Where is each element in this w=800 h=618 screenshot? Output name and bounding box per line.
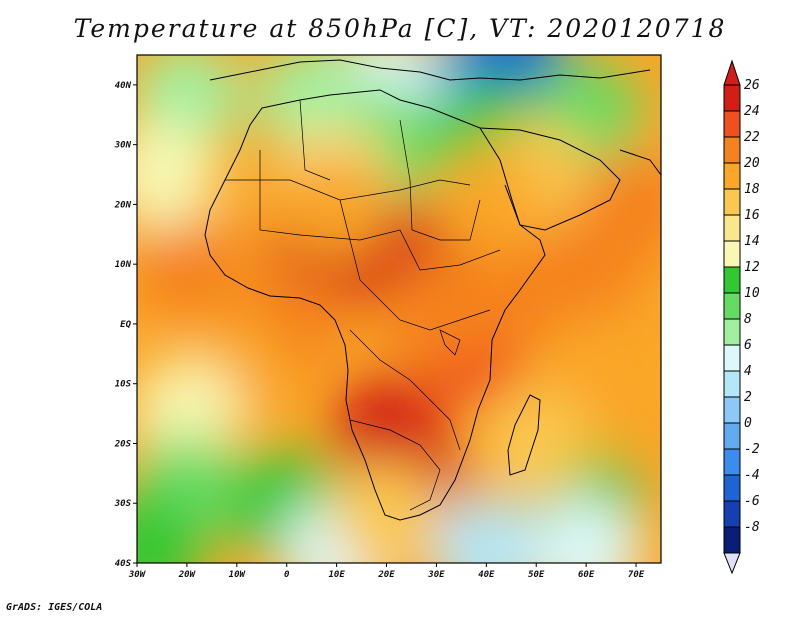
- arabia-coastline: [479, 127, 621, 231]
- colorbar-label: -4: [744, 468, 760, 483]
- temperature-zone: [581, 149, 661, 260]
- temperature-zone: [431, 149, 542, 260]
- colorbar-label: 22: [744, 130, 760, 145]
- temperature-zone: [481, 388, 592, 499]
- colorbar-label: 24: [744, 104, 760, 119]
- colorbar-label: 12: [744, 260, 760, 275]
- temperature-field: [137, 55, 661, 563]
- colorbar-swatch: [723, 136, 741, 164]
- temperature-zone: [556, 328, 661, 439]
- colorbar-swatch: [723, 500, 741, 528]
- colorbar-swatch: [723, 188, 741, 216]
- lon-tick-label: 40E: [478, 570, 495, 580]
- lon-tick-label: 30W: [128, 570, 147, 580]
- lon-tick-label: 10W: [229, 570, 247, 580]
- temperature-zone: [137, 209, 242, 320]
- colorbar-label: 14: [744, 234, 760, 249]
- lon-tick-label: 50E: [528, 570, 545, 580]
- colorbar-label: 0: [744, 416, 752, 431]
- lat-tick-label: 20S: [114, 439, 132, 449]
- lon-tick-label: 0: [284, 570, 290, 580]
- india-coastline: [619, 149, 661, 176]
- colorbar-swatch: [723, 84, 741, 112]
- lon-tick-label: 10E: [328, 570, 345, 580]
- colorbar-label: 8: [744, 312, 752, 327]
- lat-tick-label: EQ: [120, 320, 131, 330]
- latitude-axis: 40N 30N 20N 10N EQ 10S 20S 30S 40S: [114, 81, 137, 569]
- temperature-zone: [281, 149, 392, 260]
- temperature-zone: [331, 460, 442, 563]
- lat-tick-label: 30N: [114, 141, 132, 151]
- plot-frame: [136, 54, 662, 564]
- temperature-zone: [431, 496, 542, 563]
- lon-tick-label: 30E: [427, 570, 445, 580]
- colorbar-swatch: [723, 526, 741, 554]
- madagascar-coastline: [507, 394, 541, 476]
- colorbar-swatch: [723, 318, 741, 346]
- colorbar-swatch: [723, 162, 741, 190]
- colorbar-swatch: [723, 214, 741, 242]
- colorbar-label: 20: [744, 156, 760, 171]
- lat-tick-label: 10N: [115, 260, 132, 270]
- colorbar-swatch: [723, 396, 741, 424]
- colorbar-label: -8: [744, 520, 760, 535]
- lat-tick-label: 30S: [114, 499, 132, 509]
- colorbar-label: -2: [744, 442, 760, 457]
- colorbar-swatch: [723, 448, 741, 476]
- temperature-zone: [531, 496, 642, 563]
- lon-tick-label: 60E: [578, 570, 595, 580]
- temperature-zone: [137, 119, 217, 230]
- colorbar-label: 26: [744, 78, 760, 93]
- colorbar-label: 6: [744, 338, 752, 353]
- temperature-zone: [137, 496, 202, 563]
- colorbar-label: -6: [744, 494, 760, 509]
- colorbar-swatch: [723, 422, 741, 450]
- colorbar-swatch: [723, 370, 741, 398]
- colorbar-swatch: [723, 344, 741, 372]
- lon-tick-label: 20W: [178, 570, 197, 580]
- colorbar-top-arrow: [723, 59, 741, 86]
- colorbar-swatch: [723, 240, 741, 268]
- colorbar-bottom-arrow: [723, 552, 741, 575]
- map-title: Temperature at 850hPa [C], VT: 202012071…: [73, 14, 727, 43]
- colorbar-swatch: [723, 266, 741, 294]
- europe-coastline: [209, 59, 651, 81]
- longitude-axis: 30W 20W 10W 0 10E 20E 30E 40E 50E 60E 70E: [128, 563, 645, 580]
- lat-tick-label: 10S: [115, 380, 132, 390]
- colorbar-swatch: [723, 110, 741, 138]
- colorbar-label: 10: [744, 286, 760, 301]
- lat-tick-label: 40S: [115, 559, 132, 569]
- country-borders: [225, 99, 501, 511]
- colorbar-swatch: [723, 474, 741, 502]
- lat-tick-label: 40N: [115, 81, 132, 91]
- colorbar-label: 18: [744, 182, 760, 197]
- colorbar-label: 2: [744, 390, 752, 405]
- temperature-zone: [137, 358, 242, 469]
- colorbar-label: 16: [744, 208, 760, 223]
- lon-tick-label: 70E: [628, 570, 645, 580]
- lon-tick-label: 20E: [377, 570, 395, 580]
- credit-label: GrADS: IGES/COLA: [6, 602, 103, 613]
- coastlines: [204, 59, 661, 521]
- lat-tick-label: 20N: [114, 200, 132, 210]
- colorbar-label: 4: [744, 364, 752, 379]
- colorbar-swatch: [723, 292, 741, 320]
- temperature-zones: [137, 55, 661, 563]
